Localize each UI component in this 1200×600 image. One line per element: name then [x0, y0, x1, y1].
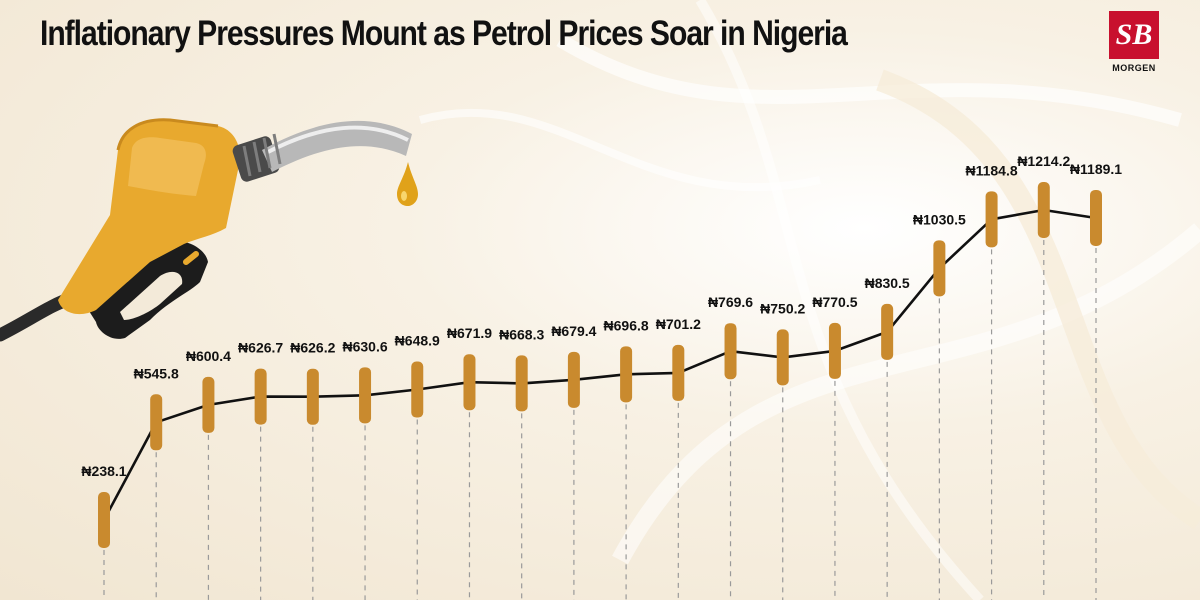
- value-label: ₦671.9: [447, 325, 492, 341]
- price-marker: [202, 376, 215, 433]
- value-label: ₦769.6: [708, 294, 753, 310]
- price-markers: [98, 182, 1102, 548]
- guide-lines: [103, 240, 1097, 600]
- value-label: ₦770.5: [812, 294, 857, 310]
- value-label: ₦1214.2: [1017, 153, 1070, 169]
- value-label: ₦626.2: [290, 340, 335, 356]
- value-label: ₦545.8: [134, 365, 179, 381]
- page-title: Inflationary Pressures Mount as Petrol P…: [40, 14, 848, 53]
- value-label: ₦238.1: [81, 463, 126, 479]
- value-label: ₦696.8: [604, 317, 649, 333]
- price-marker: [828, 322, 841, 379]
- price-marker: [306, 368, 319, 425]
- price-marker: [933, 240, 946, 297]
- value-label: ₦750.2: [760, 300, 805, 316]
- value-label: ₦626.7: [238, 340, 283, 356]
- value-label: ₦679.4: [551, 323, 596, 339]
- price-marker: [515, 355, 528, 412]
- value-label: ₦648.9: [395, 333, 440, 349]
- value-label: ₦600.4: [186, 348, 231, 364]
- price-marker: [985, 191, 998, 248]
- price-marker: [98, 492, 110, 548]
- value-label: ₦1030.5: [913, 211, 966, 227]
- trend-line: [102, 208, 1097, 521]
- price-marker: [567, 351, 580, 408]
- price-marker: [881, 303, 894, 360]
- logo-text: MORGEN: [1112, 63, 1156, 73]
- price-marker: [359, 367, 372, 424]
- value-label: ₦1184.8: [965, 162, 1017, 178]
- brand-logo: SB MORGEN: [1108, 11, 1160, 79]
- price-marker: [776, 329, 789, 386]
- value-label: ₦630.6: [342, 338, 387, 354]
- price-marker: [411, 361, 424, 418]
- price-marker: [150, 394, 163, 451]
- value-label: ₦1189.1: [1070, 161, 1122, 177]
- value-label: ₦830.5: [865, 275, 910, 291]
- value-label: ₦701.2: [656, 316, 701, 332]
- price-marker: [1090, 189, 1102, 246]
- price-marker: [463, 354, 476, 411]
- value-label: ₦668.3: [499, 326, 544, 342]
- price-marker: [672, 344, 685, 401]
- price-marker: [724, 323, 737, 380]
- fuel-drop-icon: [397, 162, 418, 206]
- price-marker: [620, 346, 633, 403]
- value-labels: ₦238.1 ₦545.8 ₦600.4 ₦626.7 ₦626.2 ₦630.6 ₦648…: [81, 153, 1122, 479]
- price-marker: [254, 368, 267, 425]
- price-marker: [1037, 182, 1050, 238]
- logo-mark: SB: [1109, 11, 1159, 59]
